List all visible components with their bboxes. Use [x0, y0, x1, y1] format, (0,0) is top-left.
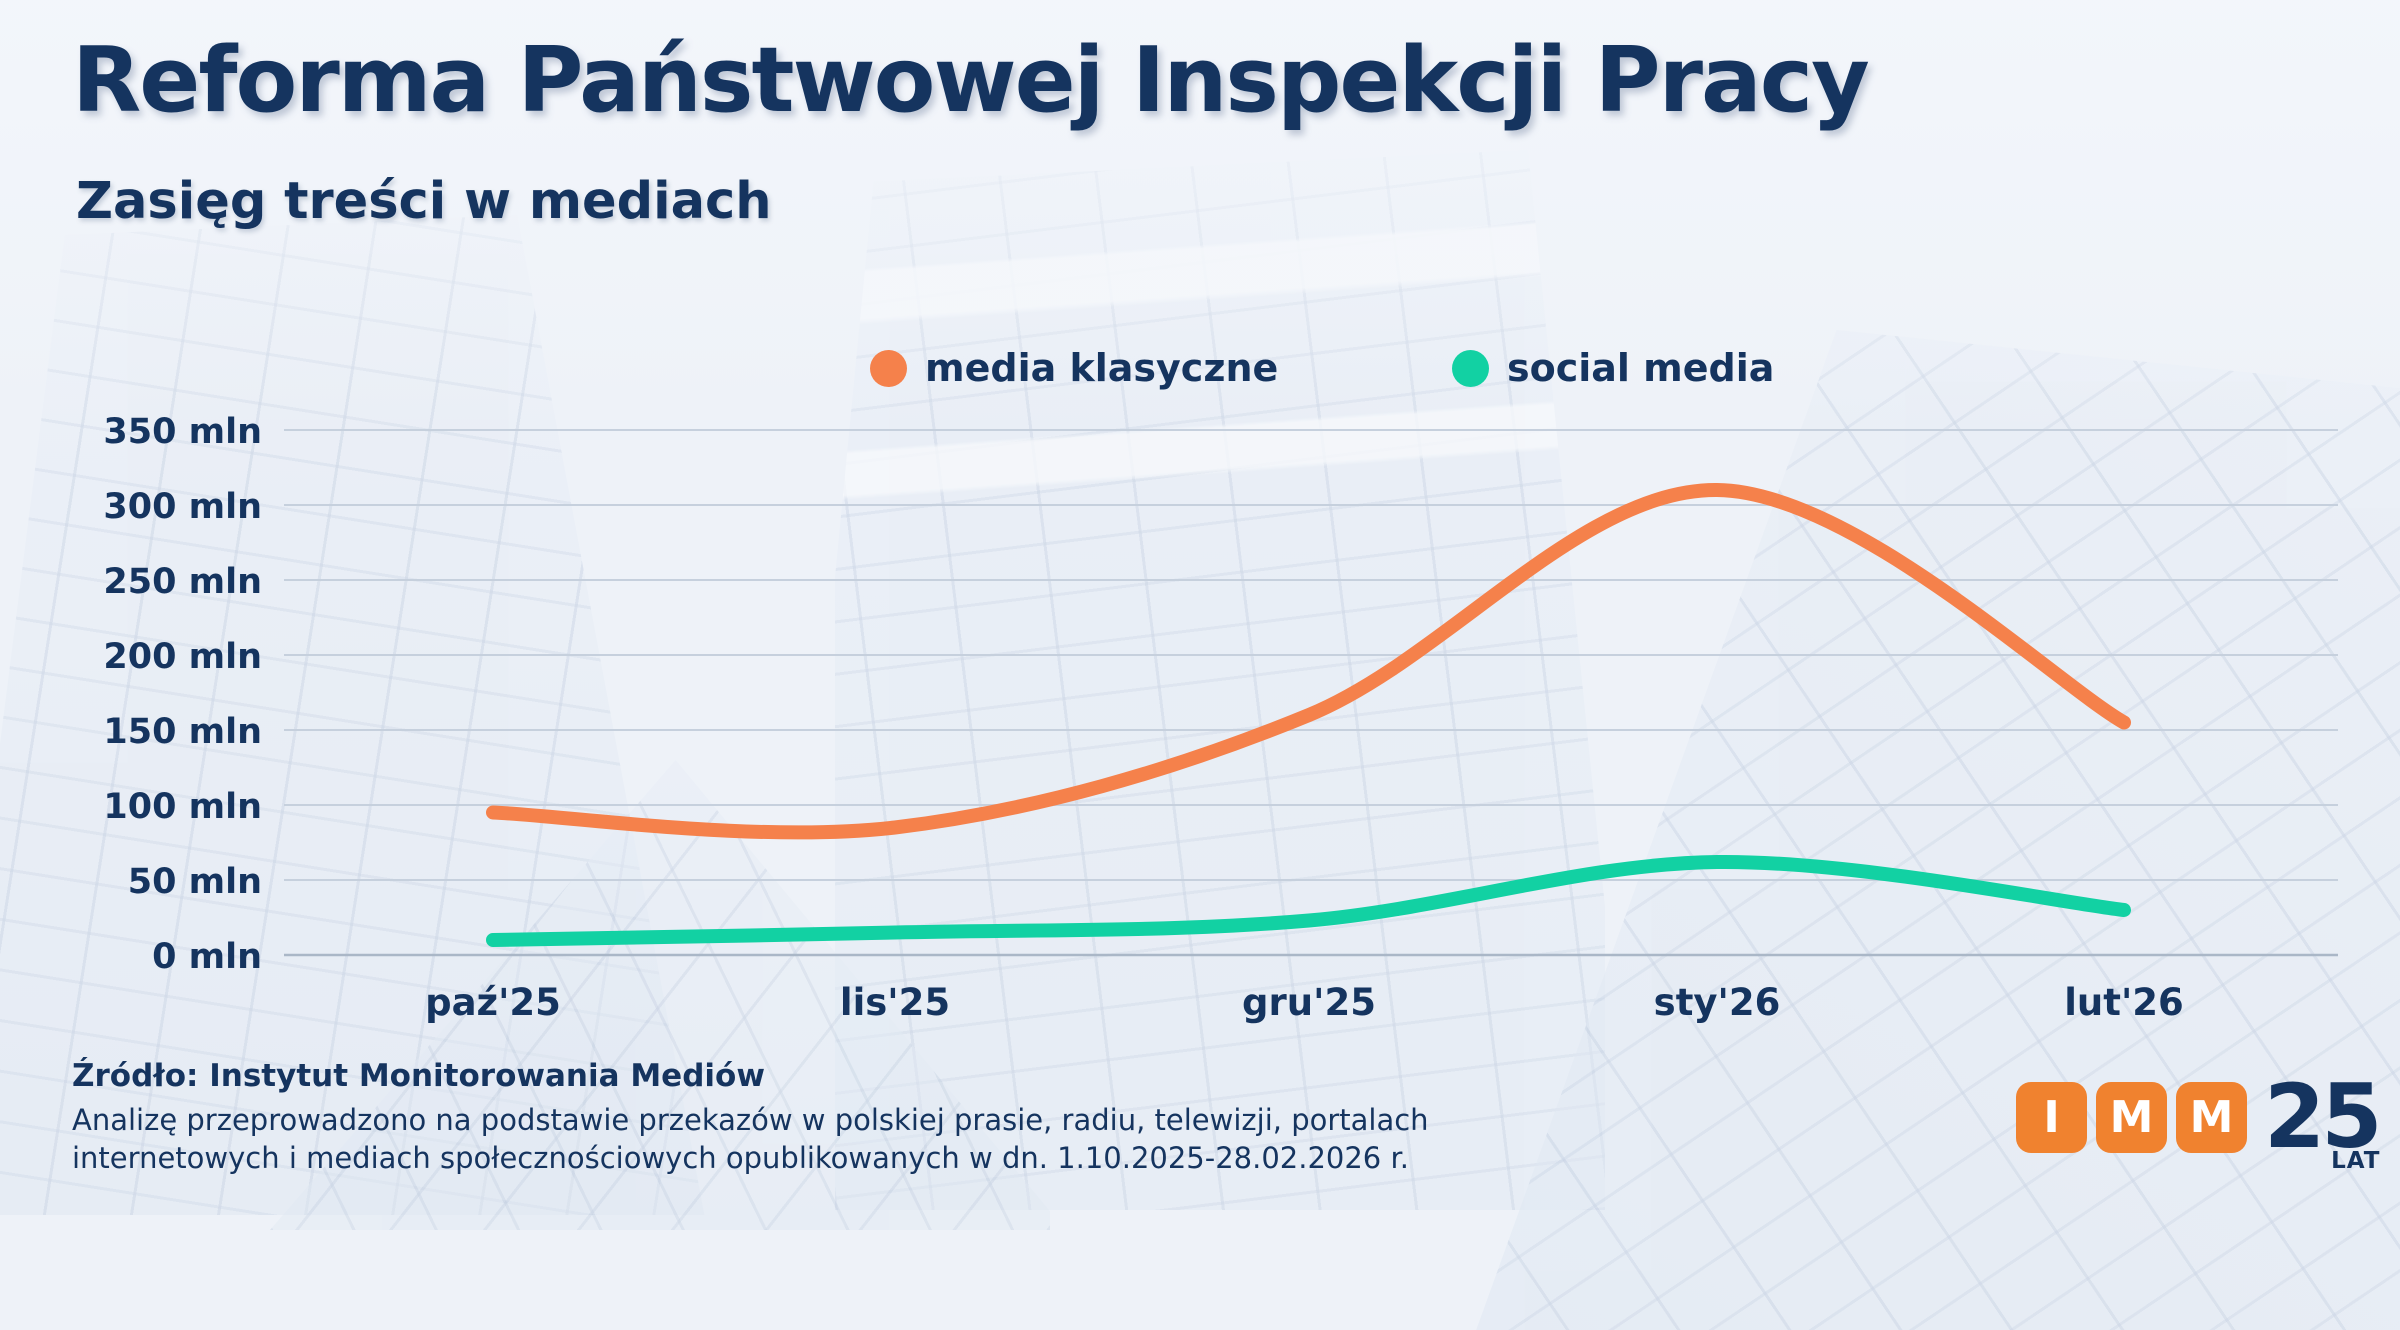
line-chart: 0 mln 50 mln 100 mln 150 mln 200 mln 250 mln 3… [103, 412, 2338, 1024]
x-tick-label-0: paź'25 [425, 981, 561, 1024]
legend-item-media-klasyczne: media klasyczne [870, 346, 1278, 390]
series-line-social-media [486, 854, 2131, 947]
y-tick-label-150: 150 mln [103, 712, 262, 752]
x-tick-label-3: sty'26 [1654, 981, 1781, 1024]
legend-label: social media [1507, 346, 1775, 390]
y-tick-label-200: 200 mln [103, 637, 262, 677]
logo-years-label: LAT [2331, 1148, 2381, 1174]
y-tick-label-300: 300 mln [103, 487, 262, 527]
logo-years-wrap: 25 LAT [2264, 1065, 2382, 1175]
footer: Źródło: Instytut Monitorowania Mediów An… [72, 1058, 1429, 1177]
x-tick-label-1: lis'25 [840, 981, 950, 1024]
y-tick-label-50: 50 mln [128, 862, 262, 902]
legend-label: media klasyczne [925, 346, 1279, 390]
x-tick-label-4: lut'26 [2064, 981, 2184, 1024]
page-subtitle: Zasięg treści w mediach [76, 172, 772, 231]
y-tick-label-100: 100 mln [103, 787, 262, 827]
y-tick-label-350: 350 mln [103, 412, 262, 452]
imm-logo: I M M 25 LAT [2016, 1065, 2382, 1175]
y-tick-label-0: 0 mln [152, 937, 262, 977]
logo-block-i: I [2016, 1082, 2087, 1153]
logo-block-m2: M [2176, 1082, 2247, 1153]
legend-dot-media-klasyczne [870, 349, 907, 387]
y-tick-label-250: 250 mln [103, 562, 262, 602]
logo-years: 25 [2264, 1065, 2382, 1168]
methodology-note-line1: Analizę przeprowadzono na podstawie prze… [72, 1103, 1429, 1137]
methodology-note-line2: internetowych i mediach społecznościowyc… [72, 1140, 1409, 1175]
x-tick-label-2: gru'25 [1242, 981, 1376, 1024]
legend-dot-social-media [1452, 349, 1489, 387]
series-line-media-klasyczne [486, 482, 2131, 840]
logo-block-m1: M [2096, 1082, 2167, 1153]
source-text: Źródło: Instytut Monitorowania Mediów [72, 1058, 765, 1094]
legend-item-social-media: social media [1452, 346, 1774, 390]
page-title: Reforma Państwowej Inspekcji Pracy [72, 28, 1870, 133]
